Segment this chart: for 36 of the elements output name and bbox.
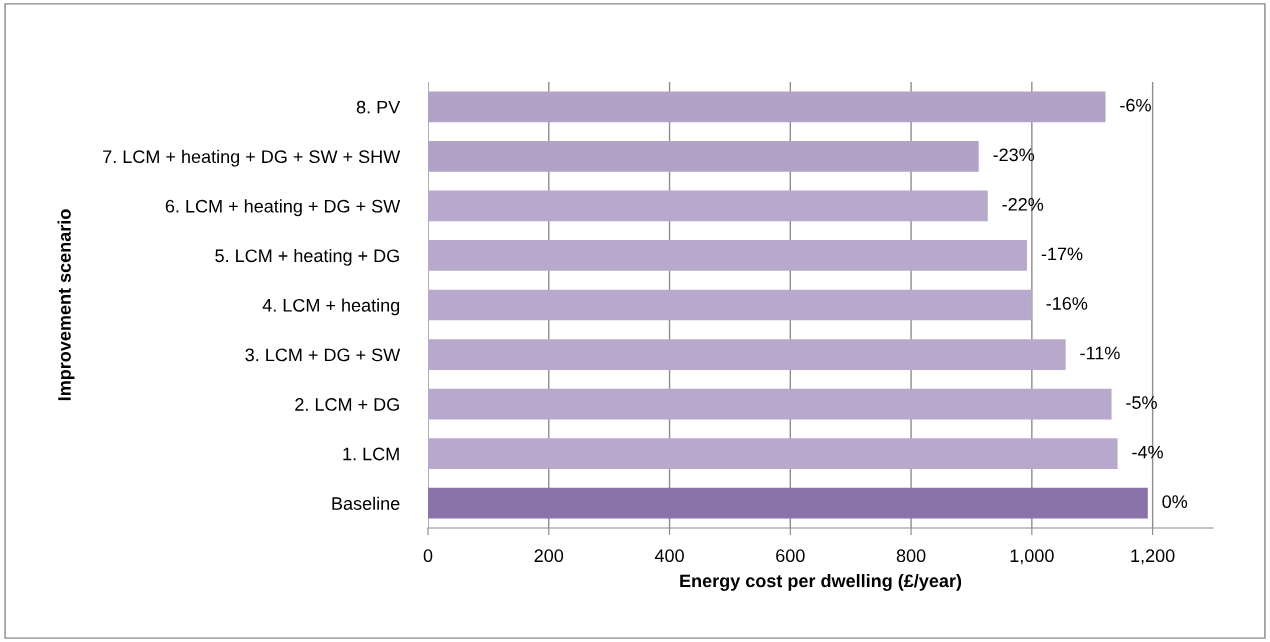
- annotation: -17%: [1041, 247, 1083, 261]
- x-tick-label: 1,200: [1131, 549, 1175, 565]
- bar: [428, 190, 988, 222]
- y-tick-label: 5. LCM + heating + DG: [215, 248, 399, 266]
- annotation: -6%: [1120, 98, 1151, 112]
- x-tick-label: 1,000: [1010, 549, 1054, 565]
- bar: [428, 438, 1118, 470]
- bar: [428, 140, 979, 172]
- bar: [428, 240, 1028, 271]
- y-tick-label: 1. LCM: [343, 447, 399, 461]
- x-tick-label: 200: [534, 549, 564, 563]
- annotation: -4%: [1132, 445, 1163, 459]
- x-tick-label: 600: [776, 549, 805, 563]
- y-tick-label: 8. PV: [356, 100, 401, 114]
- x-tick-label: 800: [896, 549, 926, 563]
- y-tick-label: 7. LCM + heating + DG + SW + SHW: [103, 149, 401, 167]
- annotation: -16%: [1046, 297, 1088, 310]
- y-tick-label: Baseline: [332, 496, 400, 510]
- y-tick-label: 6. LCM + heating + DG + SW: [165, 199, 401, 217]
- y-tick-label: 4. LCM + heating: [262, 298, 400, 316]
- bar: [428, 487, 1148, 519]
- annotation: -5%: [1126, 396, 1157, 409]
- bar: [428, 289, 1032, 321]
- x-tick-label: 0: [423, 549, 433, 563]
- y-tick-label: 2. LCM + DG: [295, 398, 399, 411]
- y-axis-title: Improvement scenario: [57, 209, 75, 401]
- bar: [428, 91, 1106, 123]
- annotation: 0%: [1162, 495, 1188, 509]
- bar: [428, 388, 1112, 420]
- y-tick-label: 3. LCM + DG + SW: [245, 348, 401, 362]
- x-axis-title: Energy cost per dwelling (£/year): [680, 574, 962, 591]
- annotation: -22%: [1002, 197, 1044, 211]
- annotation: -23%: [993, 148, 1035, 162]
- bar: [428, 339, 1066, 370]
- annotation: -11%: [1080, 346, 1120, 360]
- x-tick-label: 400: [654, 549, 684, 563]
